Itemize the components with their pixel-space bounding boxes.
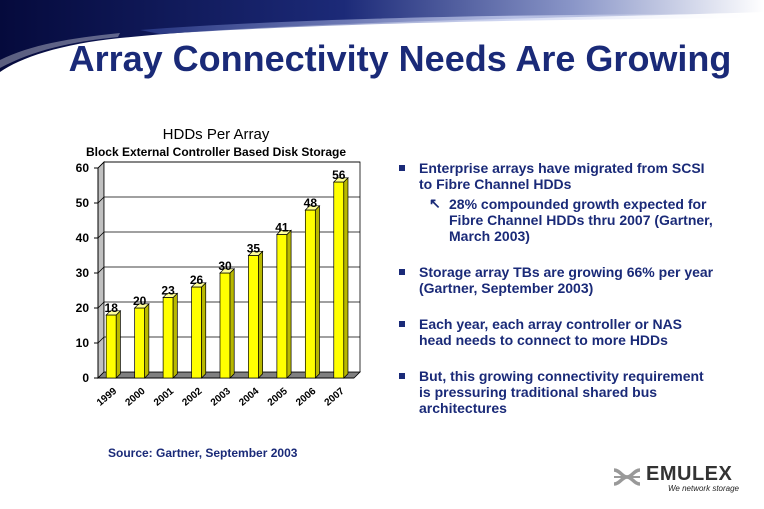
bar-top bbox=[190, 282, 207, 288]
x-tick-label: 2003 bbox=[209, 386, 233, 409]
bullet-marker bbox=[399, 373, 405, 379]
bar bbox=[191, 286, 202, 379]
emulex-logo-icon bbox=[613, 468, 641, 486]
x-tick-label: 2005 bbox=[266, 386, 290, 409]
bullet-text: Storage array TBs are growing 66% per ye… bbox=[419, 264, 714, 296]
gridline-side bbox=[97, 196, 105, 204]
x-tick-label: 2002 bbox=[180, 386, 204, 409]
chart-title: HDDs Per Array bbox=[163, 126, 270, 143]
x-tick-label: 2004 bbox=[237, 386, 261, 409]
header-banner bbox=[0, 0, 764, 72]
bullet-marker bbox=[399, 321, 405, 327]
data-label: 23 bbox=[161, 284, 175, 298]
bullet-item: Storage array TBs are growing 66% per ye… bbox=[397, 264, 717, 296]
bar bbox=[134, 307, 146, 379]
y-tick-label: 30 bbox=[76, 266, 90, 280]
y-tick-label: 0 bbox=[82, 371, 89, 385]
y-tick-label: 60 bbox=[76, 161, 90, 175]
bar-side bbox=[144, 302, 150, 379]
gridline-side bbox=[97, 266, 105, 274]
sub-bullet-item: ↖ 28% compounded growth expected for Fib… bbox=[419, 195, 717, 244]
arrow-icon: ↖ bbox=[429, 195, 441, 211]
bar bbox=[333, 181, 345, 379]
bar-top bbox=[133, 303, 150, 309]
bar-top bbox=[219, 268, 236, 274]
bar bbox=[219, 272, 231, 379]
bullet-list: Enterprise arrays have migrated from SCS… bbox=[397, 160, 717, 436]
bar-top bbox=[276, 229, 292, 235]
gridline-side bbox=[97, 336, 105, 344]
bullet-item: Enterprise arrays have migrated from SCS… bbox=[397, 160, 717, 244]
bar-side bbox=[343, 176, 349, 379]
data-label: 48 bbox=[304, 196, 318, 210]
chart-subtitle: Block External Controller Based Disk Sto… bbox=[86, 145, 346, 159]
bar bbox=[276, 234, 288, 379]
y-tick-label: 20 bbox=[76, 301, 90, 315]
slide-title: Array Connectivity Needs Are Growing bbox=[68, 38, 732, 79]
x-tick-label: 2007 bbox=[323, 386, 347, 409]
bullet-item: But, this growing connectivity requireme… bbox=[397, 368, 717, 416]
gridline-side bbox=[97, 231, 105, 239]
bullet-text: Enterprise arrays have migrated from SCS… bbox=[419, 160, 705, 192]
y-tick-label: 40 bbox=[76, 231, 90, 245]
data-label: 26 bbox=[190, 273, 204, 287]
bullet-marker bbox=[399, 269, 405, 275]
bar-top bbox=[332, 177, 349, 183]
y-tick-label: 50 bbox=[76, 196, 90, 210]
bullet-text: But, this growing connectivity requireme… bbox=[419, 368, 704, 416]
bar bbox=[105, 314, 117, 379]
x-tick-label: 1999 bbox=[95, 386, 119, 409]
y-tick-label: 10 bbox=[76, 336, 90, 350]
data-label: 18 bbox=[105, 301, 119, 315]
bar bbox=[248, 255, 259, 379]
data-label: 30 bbox=[218, 259, 232, 273]
bar-side bbox=[286, 229, 292, 379]
data-label: 56 bbox=[332, 168, 346, 182]
bar-side bbox=[229, 267, 235, 379]
bar bbox=[162, 297, 174, 379]
emulex-logo: EMULEX We network storage bbox=[612, 462, 742, 494]
bar-top bbox=[247, 250, 264, 256]
bar-side bbox=[314, 204, 320, 379]
data-label: 20 bbox=[133, 294, 147, 308]
bar-top bbox=[304, 205, 321, 211]
source-note: Source: Gartner, September 2003 bbox=[108, 446, 298, 460]
bar bbox=[304, 209, 316, 379]
bullet-item: Each year, each array controller or NAS … bbox=[397, 316, 717, 348]
logo-tagline: We network storage bbox=[668, 484, 739, 493]
bar-side bbox=[201, 281, 207, 379]
bullet-marker bbox=[399, 165, 405, 171]
data-label: 41 bbox=[275, 221, 289, 235]
x-tick-label: 2001 bbox=[152, 386, 176, 409]
data-label: 35 bbox=[247, 242, 261, 256]
logo-wordmark: EMULEX bbox=[646, 463, 733, 485]
bar-top bbox=[162, 292, 179, 298]
sub-bullet-text: 28% compounded growth expected for Fibre… bbox=[449, 196, 713, 244]
bullet-text: Each year, each array controller or NAS … bbox=[419, 316, 683, 348]
gridline-side bbox=[97, 161, 105, 169]
bar-top bbox=[105, 310, 122, 316]
x-tick-label: 2000 bbox=[123, 386, 147, 409]
x-tick-label: 2006 bbox=[294, 386, 318, 409]
bar-side bbox=[258, 250, 263, 379]
bar-side bbox=[172, 292, 178, 379]
gridline-side bbox=[97, 301, 105, 309]
bar-side bbox=[115, 309, 121, 379]
